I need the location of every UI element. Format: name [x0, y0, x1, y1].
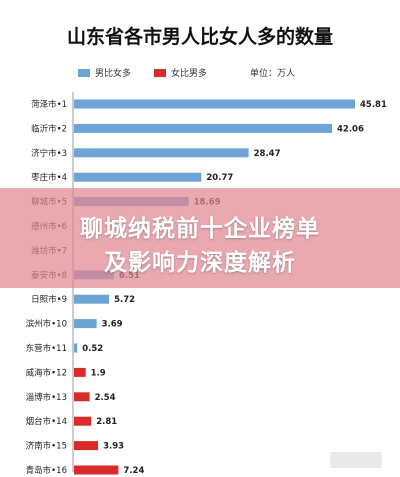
overlay-headline-line1: 聊城纳税前十企业榜单	[80, 216, 320, 242]
value-label: 20.77	[206, 173, 233, 183]
category-label: 淄博市•13	[26, 392, 67, 403]
bar	[74, 123, 332, 133]
category-label: 青岛市•16	[26, 465, 67, 476]
legend-label-male: 男比女多	[95, 69, 132, 79]
value-label: 5.72	[114, 295, 135, 305]
value-label: 42.06	[337, 124, 364, 134]
overlay-headline-line2: 及影响力深度解析	[104, 250, 296, 276]
bar	[74, 148, 249, 158]
category-label: 滨州市•10	[26, 319, 67, 330]
category-label: 东营市•11	[26, 343, 67, 354]
bar	[74, 99, 355, 109]
bar	[74, 172, 202, 182]
category-label: 济宁市•3	[31, 148, 67, 159]
category-label: 菏泽市•1	[31, 99, 67, 110]
legend-item-male: 男比女多	[78, 66, 131, 79]
bar	[74, 343, 78, 353]
chart-legend: 男比女多 女比男多 单位：万人	[0, 66, 400, 80]
legend-label-female: 女比男多	[171, 69, 208, 79]
category-label: 济南市•15	[26, 441, 67, 452]
unit-label: 单位：万人	[250, 69, 296, 79]
category-label: 烟台市•14	[26, 416, 67, 427]
bar	[74, 319, 97, 329]
value-label: 0.52	[82, 344, 103, 354]
value-label: 1.9	[91, 368, 106, 378]
value-label: 2.81	[96, 417, 117, 427]
bar	[74, 294, 110, 304]
watermark-logo	[330, 452, 382, 468]
category-label: 枣庄市•4	[31, 172, 67, 183]
legend-item-female: 女比男多	[154, 66, 207, 79]
bar	[74, 367, 86, 377]
value-label: 2.54	[95, 393, 116, 403]
value-label: 3.93	[103, 442, 124, 452]
value-label: 7.24	[123, 466, 144, 476]
legend-swatch-female	[154, 68, 166, 77]
legend-swatch-male	[78, 68, 90, 77]
bar	[74, 441, 99, 451]
value-label: 45.81	[360, 100, 387, 110]
chart-title: 山东省各市男人比女人多的数量	[66, 26, 333, 48]
overlay-banner: 聊城纳税前十企业榜单 及影响力深度解析	[0, 188, 400, 288]
bar	[74, 416, 92, 426]
category-label: 临沂市•2	[31, 123, 67, 134]
value-label: 28.47	[254, 149, 281, 159]
bar	[74, 392, 90, 402]
bar	[74, 465, 119, 475]
value-label: 3.69	[102, 320, 123, 330]
category-label: 日照市•9	[31, 294, 67, 305]
category-label: 威海市•12	[26, 367, 67, 378]
